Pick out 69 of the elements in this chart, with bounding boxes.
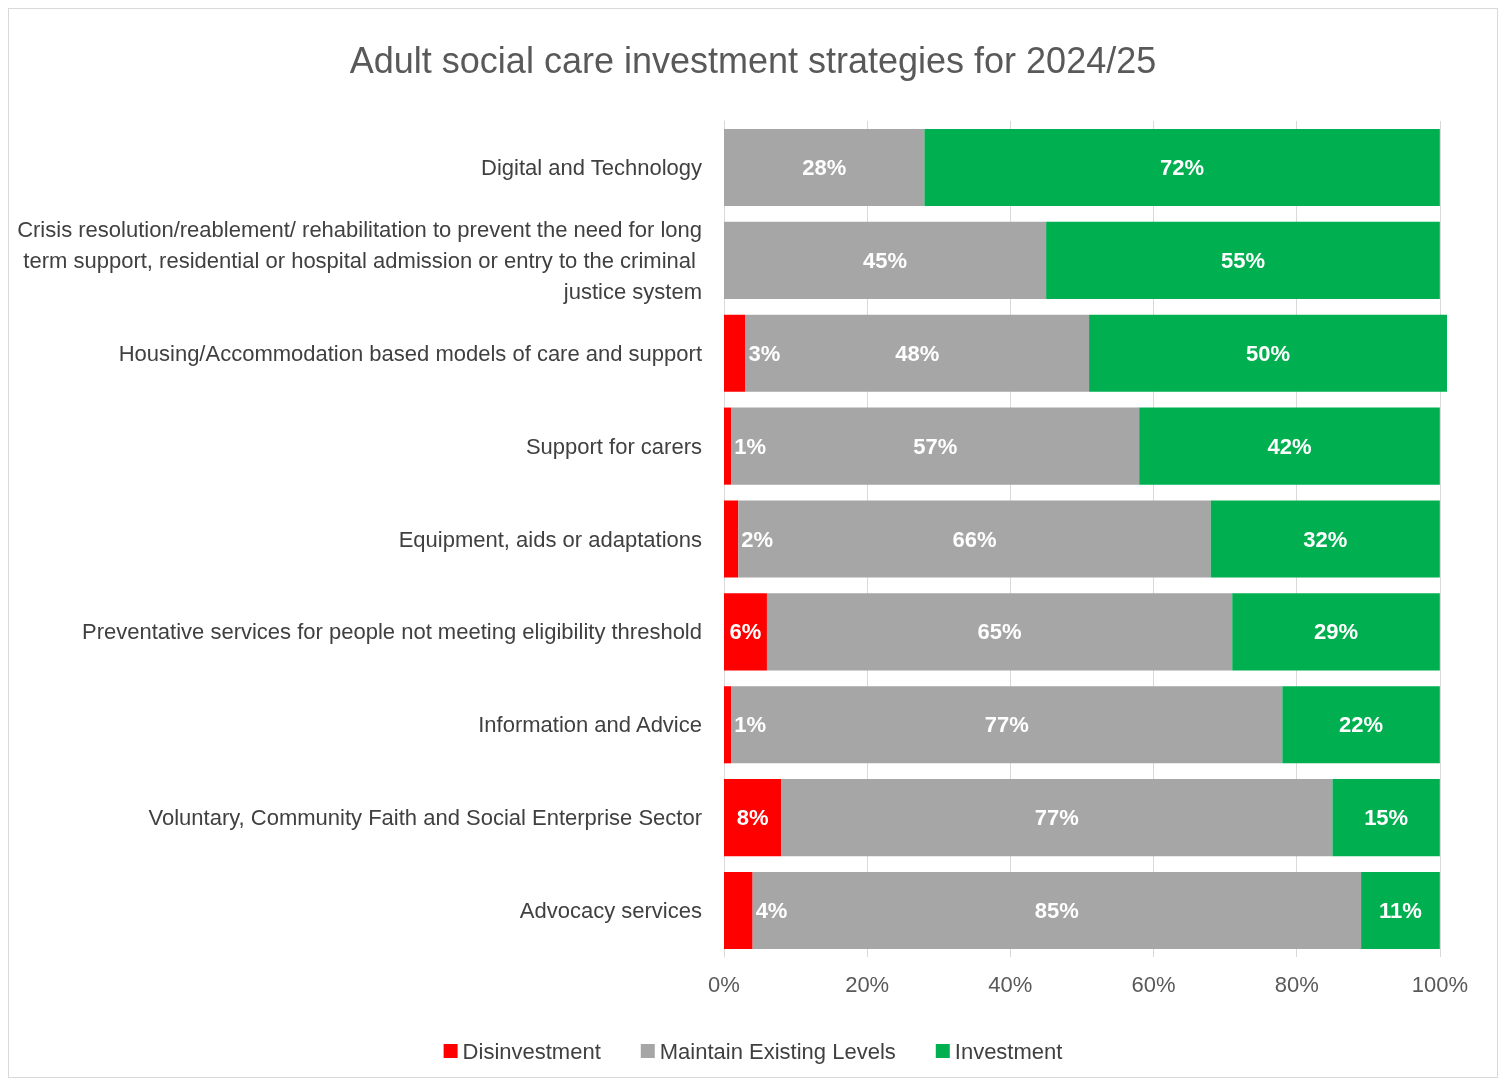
bar: [1210, 500, 1440, 578]
y-tick-label: Equipment, aids or adaptations: [398, 526, 702, 552]
data-label: 77%: [984, 712, 1029, 738]
legend-label: Investment: [954, 1038, 1063, 1064]
data-label: 72%: [1160, 154, 1205, 180]
y-tick-label: Crisis resolution/reablement/ rehabilitation to prevent the need for long term support, residential or hospital admission or entry to the criminal justice system: [17, 216, 702, 304]
y-tick-label: Preventative services for people not meeting eligibility threshold: [82, 619, 702, 645]
bar: [745, 314, 1090, 392]
data-label: 65%: [977, 619, 1022, 645]
data-label: 32%: [1303, 526, 1348, 552]
bar: [724, 221, 1047, 299]
bar: [724, 128, 925, 206]
chart-title: Adult social care investment strategies for 2024/25: [349, 39, 1157, 81]
bar: [724, 593, 767, 671]
bar: [1089, 314, 1447, 392]
data-label: 8%: [736, 805, 769, 831]
bar: [724, 407, 732, 485]
data-label: 29%: [1314, 619, 1359, 645]
bar: [1232, 593, 1440, 671]
legend-label: Maintain Existing Levels: [659, 1038, 896, 1064]
y-tick-label: Digital and Technology: [481, 154, 702, 180]
data-label: 28%: [802, 154, 847, 180]
bar: [724, 686, 732, 764]
bar: [724, 779, 782, 857]
data-label: 3%: [748, 340, 781, 366]
data-label: 2%: [741, 526, 774, 552]
bar: [724, 500, 739, 578]
data-label: 11%: [1379, 898, 1422, 924]
x-tick-label: 0%: [708, 971, 740, 997]
legend-label: Disinvestment: [462, 1038, 601, 1064]
bar: [924, 128, 1440, 206]
data-label: 1%: [734, 433, 766, 459]
y-tick-label: Voluntary, Community Faith and Social Enterprise Sector: [148, 805, 702, 831]
bar: [781, 779, 1333, 857]
y-tick-label: Information and Advice: [478, 712, 702, 738]
data-label: 48%: [895, 340, 940, 366]
bar: [738, 500, 1211, 578]
bar: [1332, 779, 1440, 857]
data-label: 77%: [1034, 805, 1079, 831]
data-label: 66%: [952, 526, 997, 552]
bar: [752, 872, 1362, 950]
data-label: 4%: [755, 898, 788, 924]
bar: [724, 314, 746, 392]
data-label: 45%: [863, 247, 908, 273]
data-label: 22%: [1339, 712, 1384, 738]
x-tick-label: 60%: [1131, 971, 1176, 997]
x-tick-label: 80%: [1274, 971, 1319, 997]
x-tick-label: 20%: [845, 971, 890, 997]
data-label: 6%: [729, 619, 762, 645]
bar: [724, 872, 753, 950]
bar: [1046, 221, 1440, 299]
bar: [731, 407, 1140, 485]
data-label: 15%: [1364, 805, 1409, 831]
y-tick-label: Advocacy services: [519, 898, 702, 924]
data-label: 85%: [1034, 898, 1079, 924]
data-label: 57%: [913, 433, 958, 459]
x-tick-label: 40%: [988, 971, 1033, 997]
data-label: 42%: [1267, 433, 1312, 459]
y-tick-label: Housing/Accommodation based models of care and support: [118, 340, 702, 366]
bar: [1361, 872, 1440, 950]
bar: [1282, 686, 1440, 764]
bar: [731, 686, 1283, 764]
x-tick-label: 100%: [1411, 971, 1468, 997]
data-label: 50%: [1246, 340, 1291, 366]
y-tick-label: Support for carers: [525, 433, 702, 459]
data-label: 1%: [734, 712, 766, 738]
bar: [1139, 407, 1440, 485]
bar: [766, 593, 1233, 671]
data-label: 55%: [1220, 247, 1266, 273]
